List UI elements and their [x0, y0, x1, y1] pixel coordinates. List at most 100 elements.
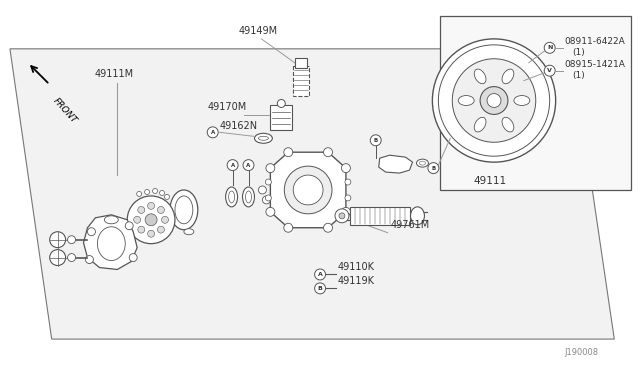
Circle shape	[428, 163, 439, 174]
Circle shape	[164, 195, 170, 199]
Polygon shape	[379, 155, 413, 173]
Ellipse shape	[474, 117, 486, 132]
Ellipse shape	[458, 96, 474, 106]
Circle shape	[480, 87, 508, 115]
Circle shape	[544, 65, 555, 76]
Circle shape	[339, 213, 345, 219]
Ellipse shape	[474, 69, 486, 84]
Ellipse shape	[293, 175, 323, 205]
Text: A: A	[317, 272, 323, 277]
Text: FRONT: FRONT	[52, 97, 79, 125]
Bar	[350, 207, 410, 225]
Circle shape	[277, 100, 285, 108]
Text: 49170M: 49170M	[208, 102, 247, 112]
Circle shape	[487, 93, 501, 108]
Text: 08915-1421A: 08915-1421A	[564, 60, 625, 69]
Bar	[295, 58, 307, 68]
Circle shape	[433, 39, 556, 162]
Text: A: A	[230, 163, 235, 168]
Text: 49149M: 49149M	[239, 26, 278, 36]
Circle shape	[138, 226, 145, 233]
Circle shape	[262, 196, 270, 204]
Circle shape	[159, 190, 164, 195]
Ellipse shape	[502, 69, 514, 84]
Circle shape	[342, 164, 350, 173]
Circle shape	[342, 207, 350, 216]
FancyBboxPatch shape	[270, 106, 292, 130]
Ellipse shape	[243, 187, 255, 207]
Ellipse shape	[514, 96, 530, 106]
Ellipse shape	[226, 187, 237, 207]
Ellipse shape	[502, 117, 514, 132]
Circle shape	[86, 256, 93, 263]
Circle shape	[148, 202, 155, 209]
Circle shape	[324, 148, 333, 157]
Text: B: B	[431, 166, 435, 171]
Text: 49110K: 49110K	[338, 263, 375, 273]
Circle shape	[68, 254, 76, 262]
Circle shape	[145, 189, 150, 195]
Text: 49162N: 49162N	[220, 121, 258, 131]
Circle shape	[50, 232, 66, 248]
Circle shape	[315, 269, 326, 280]
Circle shape	[324, 223, 333, 232]
Circle shape	[145, 214, 157, 226]
Circle shape	[68, 236, 76, 244]
Circle shape	[157, 206, 164, 214]
Ellipse shape	[184, 229, 194, 235]
Circle shape	[88, 228, 95, 236]
Circle shape	[259, 186, 266, 194]
Ellipse shape	[284, 166, 332, 214]
Circle shape	[544, 42, 555, 53]
Circle shape	[138, 206, 145, 214]
Circle shape	[335, 209, 349, 223]
Ellipse shape	[170, 190, 198, 230]
Circle shape	[266, 179, 271, 185]
Ellipse shape	[255, 133, 273, 143]
Circle shape	[371, 135, 381, 146]
Circle shape	[345, 195, 351, 201]
Circle shape	[161, 216, 168, 223]
Text: N: N	[547, 45, 552, 50]
Circle shape	[284, 223, 292, 232]
Text: 08911-6422A: 08911-6422A	[564, 37, 625, 46]
Ellipse shape	[417, 159, 428, 167]
Text: B: B	[374, 138, 378, 143]
Circle shape	[157, 226, 164, 233]
Text: J190008: J190008	[564, 348, 598, 357]
Circle shape	[148, 230, 155, 237]
Circle shape	[266, 164, 275, 173]
Text: V: V	[547, 68, 552, 73]
Text: (1): (1)	[573, 48, 586, 57]
FancyBboxPatch shape	[293, 66, 309, 96]
Circle shape	[227, 160, 238, 171]
Text: A: A	[211, 130, 215, 135]
Ellipse shape	[104, 216, 118, 224]
Circle shape	[125, 222, 133, 230]
Text: 49761M: 49761M	[390, 220, 430, 230]
Text: 49111: 49111	[473, 176, 506, 186]
Ellipse shape	[410, 207, 424, 225]
Circle shape	[266, 207, 275, 216]
Circle shape	[129, 254, 137, 262]
Circle shape	[152, 189, 157, 193]
Circle shape	[266, 195, 271, 201]
Circle shape	[50, 250, 66, 266]
Circle shape	[315, 283, 326, 294]
Text: B: B	[317, 286, 323, 291]
Text: 49119K: 49119K	[338, 276, 375, 286]
Polygon shape	[270, 152, 346, 228]
Text: 49111M: 49111M	[95, 69, 134, 78]
Bar	[440, 16, 631, 190]
Circle shape	[243, 160, 254, 171]
Circle shape	[127, 196, 175, 244]
Circle shape	[452, 59, 536, 142]
Circle shape	[284, 148, 292, 157]
Text: (1): (1)	[573, 71, 586, 80]
Text: A: A	[246, 163, 251, 168]
Circle shape	[345, 179, 351, 185]
Polygon shape	[83, 215, 137, 269]
Polygon shape	[10, 49, 614, 339]
Circle shape	[137, 192, 141, 196]
Circle shape	[207, 127, 218, 138]
